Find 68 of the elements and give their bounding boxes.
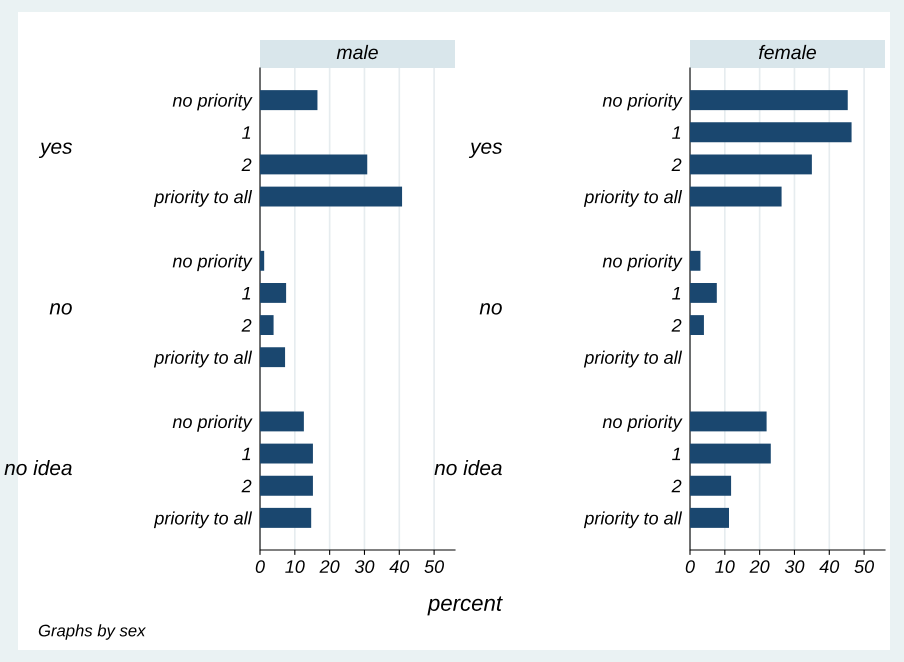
bar <box>690 186 782 206</box>
y-tick-label: priority to all <box>584 511 682 528</box>
y-tick-label: 1 <box>672 448 680 460</box>
bar <box>690 315 704 336</box>
text: Graphs by sex <box>38 624 146 640</box>
x-tick-label: 10 <box>715 560 735 573</box>
y-tick-label: priority to all <box>584 190 682 207</box>
bar <box>260 476 313 496</box>
bar <box>260 347 286 368</box>
x-tick-label: 10 <box>285 560 305 573</box>
chart-title: male <box>336 44 378 60</box>
x-tick-label: 20 <box>749 560 770 573</box>
y-tick-label: 2 <box>242 158 252 171</box>
y-tick-label: priority to all <box>154 350 252 368</box>
text: no <box>50 303 72 315</box>
chart-title: female <box>758 44 816 60</box>
y-tick-label: no priority <box>172 94 253 110</box>
bar <box>690 90 848 110</box>
bar <box>690 250 700 271</box>
bar <box>260 186 402 206</box>
bar <box>260 315 274 336</box>
bar <box>260 508 312 528</box>
y-tick-label: 1 <box>242 126 250 139</box>
y-tick-label: priority to all <box>154 190 252 207</box>
bar <box>260 90 318 110</box>
bar <box>260 444 313 464</box>
bar <box>690 122 852 142</box>
x-tick-label: 50 <box>854 560 874 573</box>
y-tick-label: no priority <box>602 94 683 110</box>
bar <box>690 476 732 496</box>
bar <box>690 444 771 464</box>
text: yes <box>468 142 502 158</box>
y-tick-label: 2 <box>672 480 682 492</box>
y-tick-label: 1 <box>242 448 250 460</box>
x-tick-label: 50 <box>424 560 444 573</box>
text: yes <box>38 142 72 158</box>
bar <box>260 154 368 174</box>
y-tick-label: 2 <box>672 158 682 171</box>
x-tick-label: 40 <box>819 560 840 573</box>
bar <box>260 282 286 303</box>
y-tick-label: no priority <box>602 414 683 432</box>
y-tick-label: no priority <box>172 254 253 272</box>
y-tick-label: 1 <box>242 287 250 300</box>
bar <box>260 250 264 271</box>
y-tick-label: priority to all <box>584 350 682 368</box>
y-tick-label: 1 <box>672 126 680 139</box>
bar <box>690 412 767 432</box>
y-tick-label: 1 <box>672 287 680 300</box>
x-tick-label: 30 <box>354 560 374 573</box>
y-tick-label: priority to all <box>154 511 252 528</box>
text: no idea <box>4 460 72 476</box>
x-tick-label: 0 <box>686 560 695 573</box>
y-tick-label: 2 <box>242 480 252 492</box>
x-tick-label: 0 <box>256 560 265 573</box>
text: no <box>480 303 502 315</box>
y-tick-label: 2 <box>672 319 682 332</box>
annotation: no idea <box>434 460 502 476</box>
bar <box>260 412 304 432</box>
bar <box>690 154 812 174</box>
bar <box>690 508 729 528</box>
x-axis-title: percent <box>427 596 503 616</box>
x-tick-label: 30 <box>784 560 804 573</box>
y-tick-label: 2 <box>242 319 252 332</box>
y-tick-label: no priority <box>172 414 253 432</box>
y-tick-label: no priority <box>602 254 683 272</box>
x-tick-label: 40 <box>389 560 410 573</box>
x-tick-label: 20 <box>319 560 340 573</box>
bar <box>690 282 717 303</box>
